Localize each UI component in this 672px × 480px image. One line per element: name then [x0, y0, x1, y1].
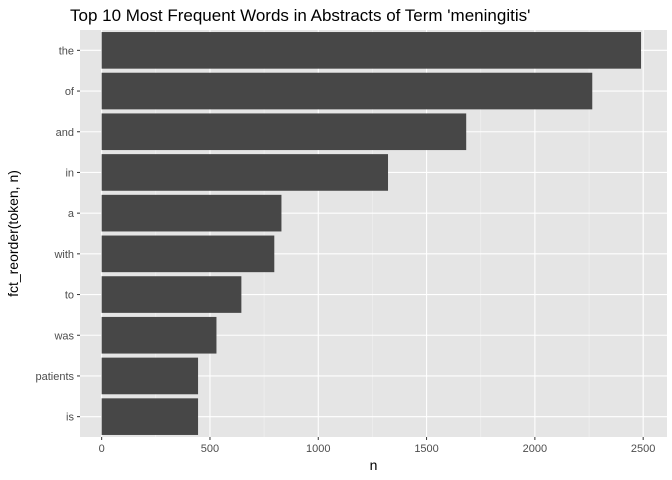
y-axis-ticks: the of and in a with to was patients is — [35, 45, 80, 424]
bar-to — [101, 276, 242, 313]
y-tick-label: of — [65, 86, 75, 98]
x-tick-label: 2000 — [523, 443, 547, 455]
bar-a — [101, 194, 282, 232]
bars — [101, 32, 642, 435]
y-tick-label: a — [68, 208, 75, 220]
x-tick-label: 0 — [99, 443, 105, 455]
x-axis-title: n — [370, 457, 378, 473]
x-tick-label: 1000 — [306, 443, 330, 455]
y-axis-title: fct_reorder(token, n) — [5, 170, 21, 297]
y-tick-label: the — [59, 45, 74, 57]
bar-was — [101, 316, 217, 354]
x-axis-ticks: 0 500 1000 1500 2000 2500 — [99, 437, 655, 455]
y-tick-label: in — [65, 167, 74, 179]
y-tick-label: and — [56, 127, 74, 139]
bar-in — [101, 154, 389, 191]
x-tick-label: 2500 — [631, 443, 655, 455]
x-tick-label: 1500 — [414, 443, 438, 455]
y-tick-label: with — [53, 249, 74, 261]
bar-of — [101, 72, 593, 110]
y-tick-label: was — [53, 330, 74, 342]
y-tick-label: patients — [35, 371, 74, 383]
bar-the — [101, 32, 642, 69]
bar-and — [101, 113, 467, 151]
chart-title: Top 10 Most Frequent Words in Abstracts … — [70, 6, 530, 25]
bar-is — [101, 398, 199, 435]
x-tick-label: 500 — [201, 443, 219, 455]
bar-with — [101, 235, 275, 273]
bar-patients — [101, 357, 199, 395]
y-tick-label: to — [65, 290, 74, 302]
y-tick-label: is — [66, 412, 74, 424]
